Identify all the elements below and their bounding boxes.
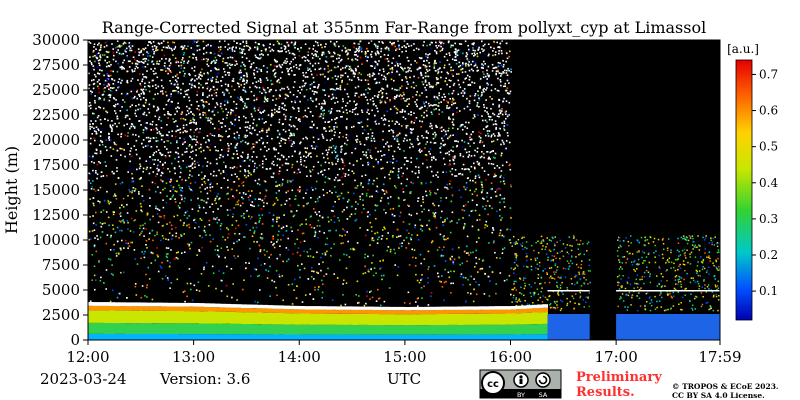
x-axis: 12:00 13:00 14:00 15:00 16:00 17:00 17:59 — [66, 340, 742, 366]
colorbar-tick-label: 0.2 — [759, 248, 778, 262]
colorbar: [a.u.] 0.1 0.2 0.3 0.4 0.5 0.6 0.7 — [727, 42, 778, 321]
y-tick-label: 20000 — [32, 131, 80, 149]
y-tick-label: 22500 — [32, 106, 80, 124]
colorbar-tick-label: 0.1 — [759, 284, 778, 298]
y-tick-label: 30000 — [32, 31, 80, 49]
y-axis: 0 2500 5000 7500 10000 12500 15000 17500 20000 22… — [32, 31, 88, 349]
x-tick-label: 12:00 — [66, 348, 109, 366]
colorbar-label: [a.u.] — [727, 42, 759, 56]
x-tick-label: 15:00 — [383, 348, 426, 366]
x-tick-label: 17:59 — [698, 348, 741, 366]
footer-version: Version: 3.6 — [159, 370, 250, 388]
y-tick-label: 0 — [70, 331, 80, 349]
colorbar-tick-label: 0.5 — [759, 140, 778, 154]
y-tick-label: 27500 — [32, 56, 80, 74]
x-tick-label: 17:00 — [595, 348, 638, 366]
by-label: BY — [517, 391, 525, 399]
y-tick-label: 2500 — [42, 306, 80, 324]
preliminary-line-2: Results. — [576, 385, 635, 400]
chart-title: Range-Corrected Signal at 355nm Far-Rang… — [102, 18, 706, 37]
y-tick-label: 15000 — [32, 181, 80, 199]
colorbar-tick-label: 0.4 — [759, 176, 778, 190]
y-axis-label: Height (m) — [2, 146, 21, 234]
boundary-layer — [88, 290, 720, 340]
x-tick-label: 14:00 — [278, 348, 321, 366]
cc-icon-text: cc — [487, 379, 499, 390]
colorbar-tick-label: 0.7 — [759, 67, 778, 81]
preliminary-line-1: Preliminary — [576, 370, 662, 385]
copyright-line-1: © TROPOS & ECoE 2023. — [672, 382, 779, 391]
y-tick-label: 7500 — [42, 256, 80, 274]
footer-date: 2023-03-24 — [40, 370, 126, 388]
x-tick-label: 16:00 — [489, 348, 532, 366]
sa-icon — [535, 372, 551, 388]
y-tick-label: 10000 — [32, 231, 80, 249]
y-tick-label: 12500 — [32, 206, 80, 224]
cc-icon — [481, 371, 505, 395]
copyright-line-2: CC BY SA 4.0 License. — [672, 391, 765, 400]
y-tick-label: 25000 — [32, 81, 80, 99]
x-tick-label: 13:00 — [172, 348, 215, 366]
y-tick-label: 17500 — [32, 156, 80, 174]
sa-label: SA — [539, 391, 548, 399]
footer-utc: UTC — [387, 370, 421, 388]
cc-by-sa-badge: cc BY SA — [479, 369, 562, 399]
colorbar-tick-label: 0.3 — [759, 212, 778, 226]
colorbar-tick-label: 0.6 — [759, 104, 778, 118]
colorbar-gradient — [735, 59, 753, 321]
signal-noise-field — [88, 40, 720, 339]
plot-area — [88, 40, 720, 340]
y-tick-label: 5000 — [42, 281, 80, 299]
